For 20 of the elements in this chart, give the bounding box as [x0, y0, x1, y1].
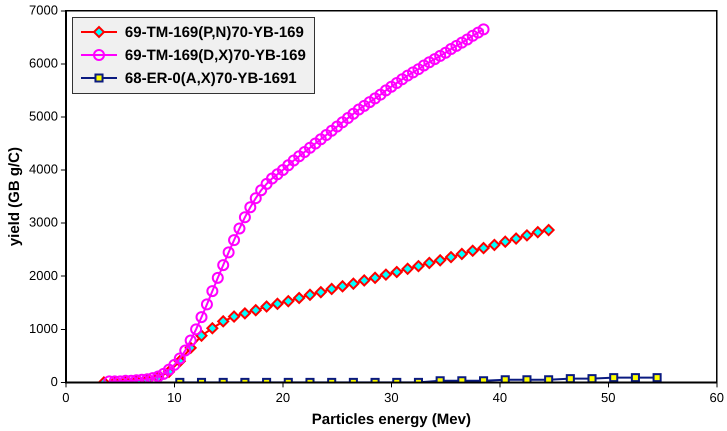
- y-axis-title: yield (GB g/C): [6, 147, 24, 246]
- x-tick-label: 20: [276, 390, 290, 405]
- y-tick-label: 7000: [29, 2, 58, 18]
- x-tick-label: 30: [384, 390, 399, 405]
- y-tick-label: 1000: [29, 320, 58, 336]
- x-tick-label: 40: [492, 390, 508, 405]
- y-tick-label: 6000: [29, 55, 58, 70]
- x-tick-label: 0: [62, 390, 70, 405]
- legend-label: 68-ER-0(A,X)70-YB-1691: [124, 70, 297, 87]
- x-tick-label: 60: [710, 390, 724, 405]
- y-tick-label: 3000: [29, 214, 58, 230]
- y-tick-label: 4000: [29, 162, 58, 177]
- x-tick-label: 10: [167, 390, 182, 405]
- x-tick-label: 50: [601, 390, 616, 405]
- x-axis-title: Particles energy (Mev): [312, 411, 471, 428]
- legend-label: 69-TM-169(D,X)70-YB-169: [124, 46, 306, 64]
- y-tick-label: 2000: [29, 268, 58, 283]
- y-tick-label: 5000: [29, 108, 58, 124]
- y-tick-label: 0: [50, 374, 58, 389]
- legend-label: 69-TM-169(P,N)70-YB-169: [124, 24, 304, 41]
